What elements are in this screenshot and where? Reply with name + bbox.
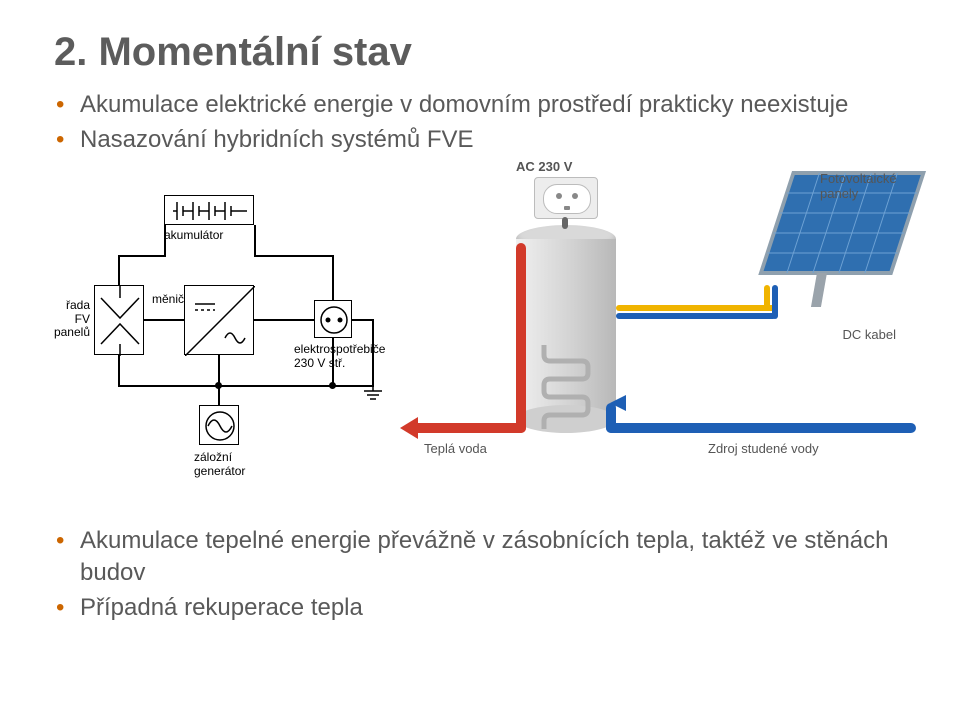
hot-pipe-h — [406, 423, 526, 433]
inverter-label: měnič — [152, 293, 184, 306]
diagram-row: akumulátor řada FV panelů — [54, 165, 906, 525]
wire — [118, 255, 166, 257]
wire — [164, 225, 166, 257]
cold-source-label: Zdroj studené vody — [708, 441, 819, 456]
node-dot — [215, 382, 222, 389]
node-dot — [329, 382, 336, 389]
slide: 2. Momentální stav Akumulace elektrické … — [0, 0, 960, 714]
dc-cable-y-v — [764, 285, 770, 311]
bullet-3: Akumulace tepelné energie převážně v zás… — [56, 525, 906, 587]
wire — [372, 319, 374, 387]
dc-cable-b-v — [772, 285, 778, 319]
wire — [332, 255, 334, 300]
ac-label: AC 230 V — [516, 159, 572, 174]
hot-pipe-v — [516, 243, 526, 433]
wire — [118, 355, 120, 385]
wire — [254, 255, 334, 257]
fve-infographic: AC 230 V — [406, 165, 926, 525]
pv-array-label: řada FV panelů — [34, 299, 90, 339]
backup-gen-box — [199, 405, 239, 445]
bullet-list-top: Akumulace elektrické energie v domovním … — [56, 89, 906, 155]
pv-symbol-icon — [95, 286, 145, 356]
bullet-4: Případná rekuperace tepla — [56, 592, 906, 623]
bullet-list-bottom: Akumulace tepelné energie převážně v zás… — [56, 525, 906, 623]
inverter-box — [184, 285, 254, 355]
wire — [218, 355, 220, 405]
bullet-2: Nasazování hybridních systémů FVE — [56, 124, 906, 155]
inverter-symbol-icon — [185, 286, 255, 356]
generator-symbol-icon — [200, 406, 240, 446]
wire — [118, 255, 120, 285]
accumulator-label: akumulátor — [164, 229, 223, 242]
wire — [332, 338, 334, 385]
heating-coil-icon — [534, 345, 598, 435]
dc-cable-label: DC kabel — [843, 327, 896, 342]
slide-title: 2. Momentální stav — [54, 30, 906, 75]
ac-cable — [562, 217, 568, 229]
water-tank — [516, 225, 616, 445]
accumulator-box — [164, 195, 254, 225]
bullet-1: Akumulace elektrické energie v domovním … — [56, 89, 906, 120]
ac-outlet — [534, 177, 598, 219]
appliances-box — [314, 300, 352, 338]
wire — [144, 319, 184, 321]
dc-cable-b — [616, 313, 776, 319]
pv-array-box — [94, 285, 144, 355]
backup-gen-label: záložní generátor — [194, 451, 245, 477]
arrow-left-icon — [400, 417, 418, 439]
cold-pipe-h — [606, 423, 916, 433]
dc-cable-y — [616, 305, 776, 311]
wire — [254, 225, 256, 257]
ground-icon — [362, 385, 384, 403]
arrow-left-small-icon — [606, 395, 626, 411]
socket-symbol-icon — [315, 301, 353, 339]
wire — [254, 319, 314, 321]
hot-water-label: Teplá voda — [424, 441, 487, 456]
battery-symbol-icon — [165, 196, 255, 226]
wire — [352, 319, 374, 321]
pv-panel-label: Fotovoltaické panely — [820, 171, 930, 201]
schematic-diagram: akumulátor řada FV panelů — [34, 195, 414, 495]
